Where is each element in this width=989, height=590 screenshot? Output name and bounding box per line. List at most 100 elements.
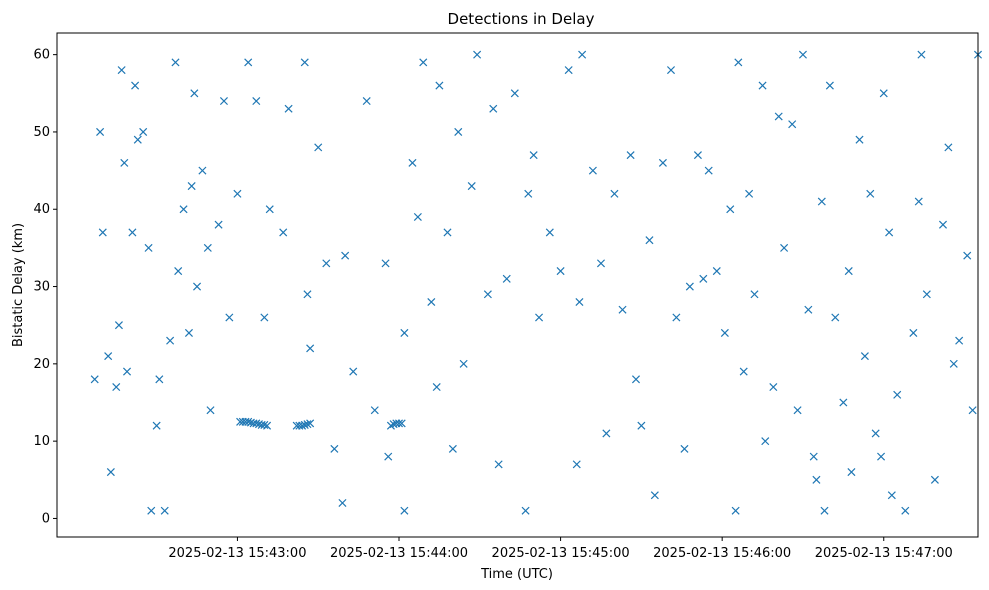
data-point	[112, 383, 121, 392]
data-point	[279, 228, 288, 237]
data-point	[564, 66, 573, 75]
data-point	[370, 406, 379, 415]
data-point	[502, 274, 511, 283]
data-point	[489, 104, 498, 113]
data-point	[575, 297, 584, 307]
data-point	[144, 243, 153, 252]
data-point	[448, 444, 457, 453]
data-point	[284, 104, 293, 113]
data-point	[214, 220, 223, 229]
data-point	[720, 328, 729, 337]
data-point	[793, 406, 802, 415]
data-point	[734, 58, 743, 67]
data-point	[901, 506, 910, 515]
data-point	[90, 375, 99, 384]
data-point	[494, 460, 503, 469]
data-point	[693, 151, 702, 160]
data-point	[672, 313, 681, 322]
x-tick-label: 2025-02-13 15:46:00	[653, 546, 791, 561]
data-point	[298, 421, 307, 430]
data-point	[731, 506, 740, 515]
data-point	[817, 197, 826, 206]
data-point	[104, 352, 113, 361]
data-point	[535, 313, 544, 322]
data-point	[572, 460, 581, 469]
data-point	[631, 375, 641, 384]
data-point	[160, 506, 169, 515]
data-point	[152, 421, 161, 430]
data-point	[300, 420, 309, 429]
data-point	[914, 197, 923, 206]
data-point	[362, 97, 371, 106]
data-point	[917, 50, 926, 59]
data-point	[147, 506, 156, 515]
data-point	[831, 313, 840, 322]
data-point	[193, 282, 202, 291]
y-axis-label: Bistatic Delay (km)	[11, 223, 26, 347]
data-point	[260, 313, 269, 322]
data-point	[804, 305, 813, 314]
data-point	[128, 228, 137, 237]
data-point	[394, 419, 404, 428]
data-point	[758, 81, 767, 90]
data-point	[427, 297, 436, 307]
data-point	[938, 220, 948, 229]
data-point	[190, 89, 199, 98]
data-point	[473, 50, 482, 59]
data-point	[198, 166, 207, 175]
data-point	[699, 274, 708, 283]
data-point	[626, 151, 635, 160]
data-point	[930, 475, 939, 484]
data-point	[96, 127, 105, 136]
x-tick-label: 2025-02-13 15:44:00	[330, 546, 468, 561]
data-point	[174, 267, 183, 276]
data-point	[774, 112, 783, 121]
data-point	[98, 228, 107, 237]
data-point	[812, 475, 821, 484]
data-point	[685, 282, 694, 291]
data-point	[300, 58, 309, 67]
chart-title: Detections in Delay	[448, 10, 595, 28]
data-point	[820, 506, 829, 515]
data-point	[847, 468, 856, 477]
data-point	[206, 406, 215, 415]
data-point	[745, 189, 754, 198]
data-point	[645, 236, 654, 245]
data-point	[244, 58, 253, 67]
data-point	[114, 321, 123, 330]
data-point	[131, 81, 140, 90]
data-point	[521, 506, 530, 515]
data-point	[860, 352, 869, 361]
data-point	[658, 158, 667, 167]
data-point	[244, 417, 253, 426]
y-tick-label: 20	[33, 357, 50, 372]
data-point	[225, 313, 234, 322]
data-point	[588, 166, 597, 175]
data-point	[184, 328, 193, 337]
data-point	[610, 189, 619, 198]
data-point	[133, 135, 142, 144]
data-point	[871, 429, 880, 438]
x-axis: 2025-02-13 15:43:00 2025-02-13 15:44:00 20…	[168, 537, 953, 561]
data-point	[432, 383, 441, 392]
data-point	[341, 251, 350, 260]
data-point	[435, 81, 444, 90]
data-point	[524, 189, 533, 198]
data-point	[171, 58, 180, 67]
data-point	[179, 205, 188, 214]
x-axis-label: Time (UTC)	[480, 567, 553, 582]
data-point	[712, 267, 721, 276]
data-point	[618, 305, 627, 314]
data-point	[322, 259, 331, 268]
data-point	[726, 205, 735, 214]
data-point	[265, 205, 274, 214]
data-point	[252, 97, 261, 106]
data-point	[879, 89, 888, 98]
data-point	[454, 127, 463, 136]
data-point	[704, 166, 713, 175]
plot-frame	[56, 32, 979, 538]
y-tick-label: 50	[33, 125, 50, 140]
data-point	[909, 328, 918, 337]
data-point	[637, 421, 646, 430]
